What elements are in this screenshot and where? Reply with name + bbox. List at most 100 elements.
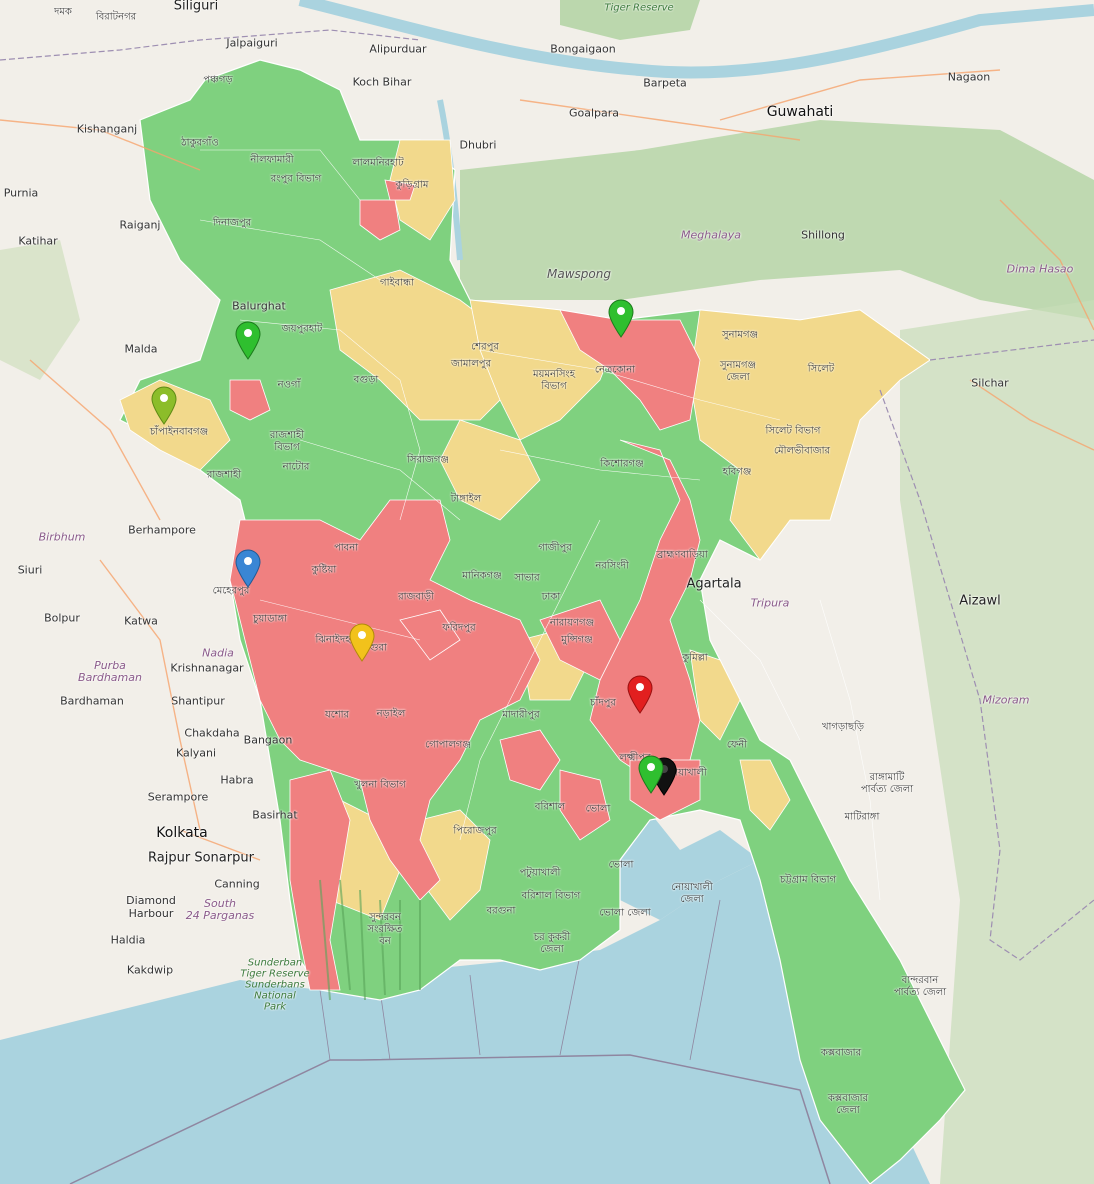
label-krishnanagar: Krishnanagar bbox=[170, 661, 244, 675]
label-raiganj: Raiganj bbox=[119, 218, 161, 232]
marker-red[interactable] bbox=[626, 674, 654, 714]
label-bolpur: Bolpur bbox=[44, 611, 80, 625]
label-nilphamari: নীলফামারী bbox=[250, 154, 294, 166]
label-natore: নাটোর bbox=[282, 461, 310, 473]
map-pin-icon bbox=[151, 386, 177, 425]
label-char-kukri: চর কুকরী জেলা bbox=[533, 932, 571, 955]
label-kalyani: Kalyani bbox=[175, 746, 217, 760]
label-sunamganj-zila: সুনামগঞ্জ জেলা bbox=[719, 360, 757, 383]
maritime-subdivisions bbox=[319, 899, 721, 1061]
label-rajbari: রাজবাড়ী bbox=[398, 591, 434, 603]
label-naogaon: নওগাঁ bbox=[277, 379, 301, 391]
label-jashore: যশোর bbox=[324, 709, 350, 721]
label-chuadanga: চুয়াডাঙ্গা bbox=[253, 613, 287, 625]
label-narsingdi: নরসিংদী bbox=[595, 560, 629, 572]
label-kishoreganj: কিশোরগঞ্জ bbox=[600, 458, 644, 470]
label-canning: Canning bbox=[214, 877, 260, 891]
label-chapai: চাঁপাইনবাবগঞ্জ bbox=[149, 426, 209, 438]
label-bandarban: বান্দরবান পার্বত্য জেলা bbox=[893, 975, 947, 998]
map-pin-icon bbox=[638, 755, 664, 794]
label-moulvibazar: মৌলভীবাজার bbox=[773, 445, 831, 457]
label-cumilla: কুমিল্লা bbox=[682, 652, 708, 664]
label-khulna-div: খুলনা বিভাগ bbox=[354, 779, 406, 791]
label-kakdwip: Kakdwip bbox=[126, 963, 174, 977]
label-sundarban-reserve: Sunderban Tiger Reserve Sunderbans Natio… bbox=[240, 957, 310, 1013]
label-madaripur: মাদারীপুর bbox=[502, 709, 540, 721]
label-narail: নড়াইল bbox=[376, 708, 406, 720]
label-barishal: বরিশাল bbox=[534, 801, 566, 813]
label-malda: Malda bbox=[124, 342, 158, 356]
marker-blue[interactable] bbox=[234, 548, 262, 588]
northern-forest bbox=[560, 0, 700, 40]
label-bardhaman: Bardhaman bbox=[60, 694, 124, 708]
label-bongaigaon: Bongaigaon bbox=[550, 42, 616, 56]
label-sundarbans-bn: সুন্দরবন সংরক্ষিত বন bbox=[367, 912, 403, 947]
map-pin-icon bbox=[627, 675, 653, 714]
map-pin-icon bbox=[235, 321, 261, 360]
label-lalmonirhat: লালমনিরহাট bbox=[352, 157, 404, 169]
label-haldia: Haldia bbox=[110, 933, 146, 947]
marker-green-south[interactable] bbox=[637, 754, 665, 794]
label-netrokona: নেত্রকোনা bbox=[594, 364, 636, 376]
label-khagrachhari: খাগড়াছড়ি bbox=[821, 721, 865, 733]
label-sirajganj: সিরাজগঞ্জ bbox=[407, 454, 449, 466]
label-noakhali-zila: নোয়াখালী জেলা bbox=[671, 882, 713, 905]
label-gaibandha: গাইবান্ধা bbox=[380, 277, 414, 289]
map-pin-icon bbox=[349, 623, 375, 662]
label-dhubri: Dhubri bbox=[459, 138, 497, 152]
label-kolkata: Kolkata bbox=[156, 825, 208, 841]
label-bangaon: Bangaon bbox=[243, 733, 293, 747]
label-diamond-harbour: Diamond Harbour bbox=[126, 894, 176, 920]
label-tangail: টাঙ্গাইল bbox=[450, 493, 482, 505]
sundarban-channels bbox=[319, 879, 421, 1001]
choropleth-red bbox=[229, 179, 701, 991]
label-koch-bihar: Koch Bihar bbox=[352, 75, 412, 89]
label-siuri: Siuri bbox=[17, 563, 43, 577]
label-feni: ফেনী bbox=[726, 739, 748, 751]
label-coxsbazar: কক্সবাজার bbox=[820, 1047, 862, 1059]
bay-of-bengal bbox=[0, 860, 930, 1184]
label-balurghat: Balurghat bbox=[232, 299, 286, 313]
label-chattogram-div: চট্টগ্রাম বিভাগ bbox=[779, 874, 837, 886]
label-brahmanbaria: ব্রাহ্মণবাড়িয়া bbox=[656, 549, 708, 561]
label-berhampore: Berhampore bbox=[128, 523, 196, 537]
label-birbhum: Birbhum bbox=[38, 530, 86, 544]
label-jalpaiguri: Jalpaiguri bbox=[226, 36, 278, 50]
label-rajshahi: রাজশাহী bbox=[206, 469, 242, 481]
label-habiganj: হবিগঞ্জ bbox=[722, 466, 752, 478]
label-tripura: Tripura bbox=[750, 596, 790, 610]
label-rangamati: রাঙ্গামাটি পার্বত্য জেলা bbox=[860, 772, 914, 795]
label-barguna: বরগুনা bbox=[486, 905, 516, 917]
label-barishal-div: বরিশাল বিভাগ bbox=[521, 890, 581, 902]
marker-green-west[interactable] bbox=[234, 320, 262, 360]
label-aizawl: Aizawl bbox=[959, 593, 1001, 609]
label-bhola-zila: ভোলা জেলা bbox=[599, 907, 651, 919]
label-thakurgaon: ঠাকুরগাঁও bbox=[181, 137, 219, 149]
label-panchagarh: পঞ্চগড় bbox=[203, 74, 233, 86]
label-coxsbazar-zila: কক্সবাজার জেলা bbox=[827, 1093, 869, 1116]
district-boundaries bbox=[199, 149, 881, 901]
label-alipurduar: Alipurduar bbox=[369, 42, 427, 56]
label-guwahati: Guwahati bbox=[766, 104, 834, 120]
label-sylhet: সিলেট bbox=[807, 363, 835, 375]
meghalaya-forest bbox=[460, 120, 1094, 320]
label-purnia: Purnia bbox=[3, 186, 39, 200]
label-manikganj: মানিকগঞ্জ bbox=[462, 570, 502, 582]
label-dinajpur: দিনাজপুর bbox=[212, 217, 252, 229]
label-gopalganj: গোপালগঞ্জ bbox=[425, 739, 471, 751]
label-jhenaidah: ঝিনাইদহ bbox=[315, 634, 351, 646]
label-goalpara: Goalpara bbox=[568, 106, 620, 120]
label-chakdaha: Chakdaha bbox=[184, 726, 240, 740]
label-pirojpur: পিরোজপুর bbox=[453, 825, 497, 837]
label-south-24-parganas: South 24 Parganas bbox=[185, 897, 255, 922]
marker-yellow[interactable] bbox=[348, 622, 376, 662]
marker-green[interactable] bbox=[607, 298, 635, 338]
label-barpeta: Barpeta bbox=[643, 76, 687, 90]
label-sylhet-div: সিলেট বিভাগ bbox=[765, 425, 821, 437]
label-damak: দমক bbox=[54, 6, 72, 18]
marker-lightgreen[interactable] bbox=[150, 385, 178, 425]
mizoram-hills bbox=[900, 300, 1094, 1184]
label-mahalchhari: মাটিরাঙ্গা bbox=[844, 811, 880, 823]
label-mawspong: Mawspong bbox=[547, 267, 611, 281]
